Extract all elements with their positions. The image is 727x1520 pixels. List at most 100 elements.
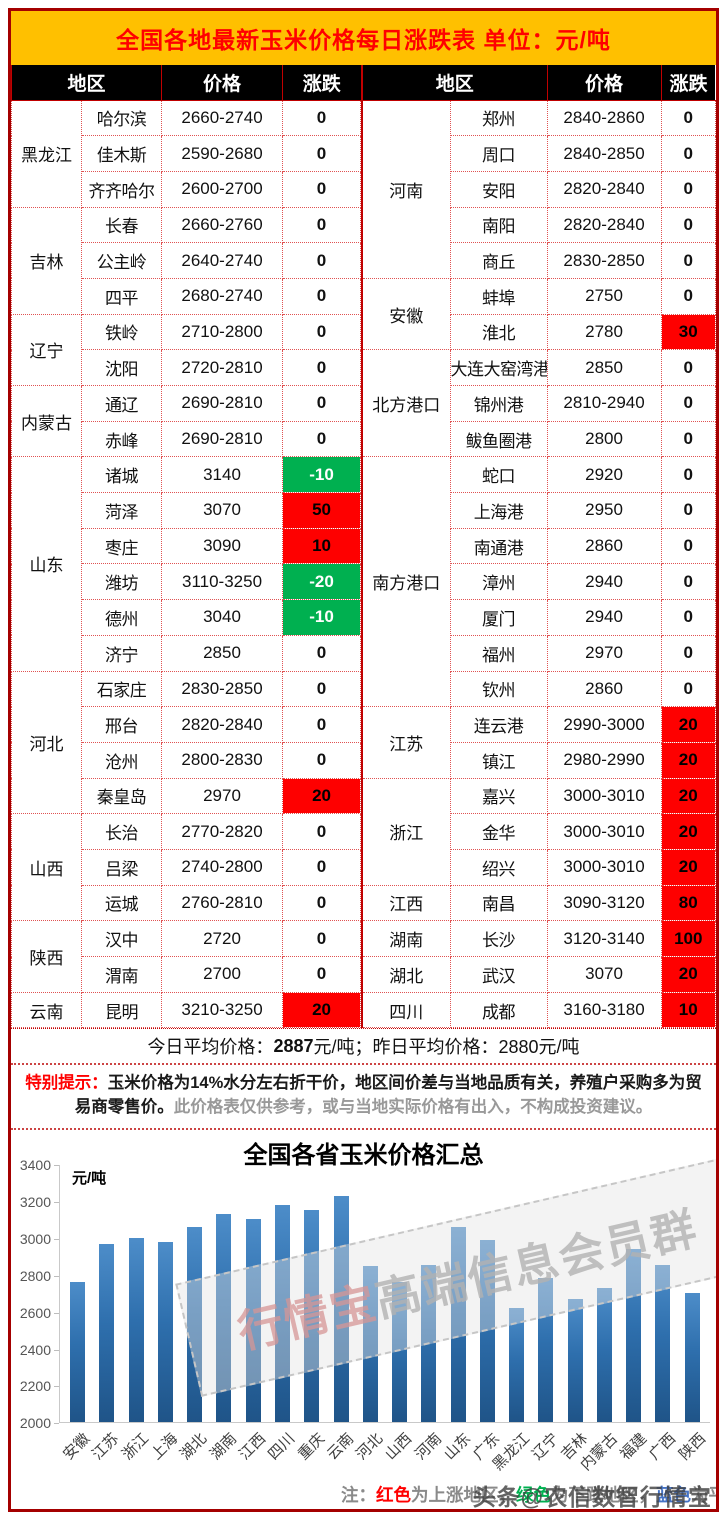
x-label-slot: 山西: [382, 1423, 415, 1481]
change-cell: 20: [660, 741, 716, 779]
city-cell: 德州: [80, 599, 163, 636]
table-row: 金华 3000-3010 20: [362, 813, 716, 850]
y-tick-label: 2200: [19, 1378, 51, 1395]
city-cell: 诸城: [80, 456, 163, 494]
change-cell: -10: [282, 456, 362, 494]
bar-内蒙古: [596, 1287, 612, 1423]
y-tick-mark: [54, 1202, 59, 1204]
col-header-price: 价格: [161, 65, 283, 101]
price-cell: 2830-2850: [546, 242, 662, 279]
province-cell: 内蒙古: [11, 384, 82, 458]
table-row: 钦州 2860 0: [362, 670, 716, 708]
change-cell: 0: [660, 563, 716, 601]
bar-吉林: [567, 1298, 583, 1423]
city-cell: 漳州: [449, 563, 548, 601]
page-title: 全国各地最新玉米价格每日涨跌表 单位：元/吨: [11, 11, 716, 65]
city-cell: 哈尔滨: [80, 99, 163, 137]
table-row: 绍兴 3000-3010 20: [362, 848, 716, 886]
y-tick-mark: [54, 1423, 59, 1425]
city-cell: 运城: [80, 884, 163, 922]
x-label-slot: 山东: [441, 1423, 474, 1481]
change-cell: 0: [660, 99, 716, 137]
x-tick-label: 广西: [646, 1430, 680, 1464]
table-row: 山东 诸城 3140 -10: [11, 456, 362, 672]
price-cell: 2800: [546, 420, 662, 458]
city-cell: 商丘: [449, 242, 548, 279]
change-cell: 80: [660, 884, 716, 922]
table-row: 黑龙江 哈尔滨 2660-2740 0: [11, 99, 362, 208]
price-cell: 2690-2810: [161, 420, 284, 458]
y-tick-mark: [54, 1349, 59, 1351]
change-cell: 0: [660, 385, 716, 422]
price-table-right: 地区 价格 涨跌 河南 郑州 2840-2860 0 周口 2840-2850 0 安阳 282…: [361, 65, 716, 1029]
price-cell: 2700: [161, 956, 284, 993]
province-cell: 陕西: [11, 920, 82, 993]
table-row: 沧州 2800-2830 0: [12, 741, 362, 779]
table-row: 吕梁 2740-2800 0: [12, 848, 362, 886]
table-row: 菏泽 3070 50: [12, 492, 362, 529]
city-cell: 吕梁: [80, 848, 163, 886]
city-cell: 安阳: [449, 170, 548, 208]
chart-legend-note: 注：红色为上涨地区，绿色为下跌地区，蓝色为平稳地区: [341, 1482, 716, 1507]
bar-山西: [392, 1282, 408, 1423]
table-row: 福州 2970 0: [362, 634, 716, 672]
change-cell: 0: [660, 242, 716, 279]
price-cell: 2860: [546, 670, 662, 708]
city-cell: 钦州: [449, 670, 548, 708]
change-cell: 0: [282, 634, 362, 672]
city-cell: 蚌埠: [449, 277, 548, 315]
province-cell: 云南: [11, 991, 82, 1029]
y-tick-mark: [54, 1275, 59, 1277]
price-table-left: 地区 价格 涨跌 黑龙江 哈尔滨 2660-2740 0 佳木斯 2590-2680 0 齐齐…: [10, 65, 362, 1029]
note-segment: 蓝色: [656, 1485, 691, 1506]
city-cell: 绍兴: [449, 848, 548, 886]
price-cell: 2940: [546, 599, 662, 636]
today-average-unit: 元/吨；: [313, 1037, 373, 1058]
chart-section: 全国各省玉米价格汇总 2000 2200 2400 2600 2800 3000 3200 3…: [11, 1128, 716, 1516]
x-label-slot: 湖南: [206, 1423, 239, 1481]
x-tick-label: 四川: [265, 1430, 299, 1464]
price-cell: 3090-3120: [546, 884, 662, 922]
x-label-slot: 湖北: [177, 1423, 210, 1481]
table-row: 德州 3040 -10: [12, 599, 362, 636]
price-cell: 2830-2850: [161, 670, 284, 708]
city-cell: 大连大窑湾港: [449, 349, 548, 386]
table-header-row: 地区 价格 涨跌: [361, 65, 716, 101]
table-row: 吉林 长春 2660-2760 0: [11, 206, 362, 315]
table-row: 辽宁 铁岭 2710-2800 0: [11, 313, 362, 387]
city-cell: 佳木斯: [80, 135, 163, 172]
table-row: 北方港口 大连大窑湾港 2850 0: [361, 349, 716, 458]
city-cell: 济宁: [80, 634, 163, 672]
price-cell: 2710-2800: [161, 313, 284, 351]
change-cell: 0: [282, 813, 362, 850]
bar-福建: [626, 1249, 642, 1423]
table-row: 安徽 蚌埠 2750 0: [361, 277, 716, 351]
price-cell: 2840-2850: [546, 135, 662, 172]
city-cell: 秦皇岛: [80, 777, 163, 815]
price-tables: 地区 价格 涨跌 黑龙江 哈尔滨 2660-2740 0 佳木斯 2590-2680 0 齐齐…: [10, 65, 716, 1029]
price-cell: 3000-3010: [546, 813, 662, 850]
price-cell: 2770-2820: [161, 813, 284, 850]
city-cell: 南通港: [449, 527, 548, 565]
bar-辽宁: [538, 1277, 554, 1423]
price-cell: 2690-2810: [161, 385, 284, 422]
province-cell: 吉林: [11, 206, 82, 315]
chart-bars: [60, 1165, 710, 1423]
province-cell: 黑龙江: [11, 99, 82, 208]
y-tick-mark: [54, 1312, 59, 1314]
price-cell: 2820-2840: [546, 170, 662, 208]
price-cell: 2590-2680: [161, 135, 284, 172]
bar-重庆: [304, 1210, 320, 1423]
table-row: 内蒙古 通辽 2690-2810 0: [11, 384, 362, 458]
price-cell: 2820-2840: [161, 706, 284, 743]
col-header-region: 地区: [361, 65, 548, 101]
table-row: 齐齐哈尔 2600-2700 0: [12, 170, 362, 208]
table-row: 陕西 汉中 2720 0: [11, 920, 362, 993]
bar-河北: [362, 1265, 378, 1423]
y-tick-mark: [54, 1165, 59, 1167]
province-cell: 湖北: [361, 956, 451, 993]
price-cell: 3070: [161, 492, 284, 529]
province-cell: 河北: [11, 670, 82, 815]
city-cell: 锦州港: [449, 385, 548, 422]
price-cell: 3120-3140: [546, 920, 662, 957]
